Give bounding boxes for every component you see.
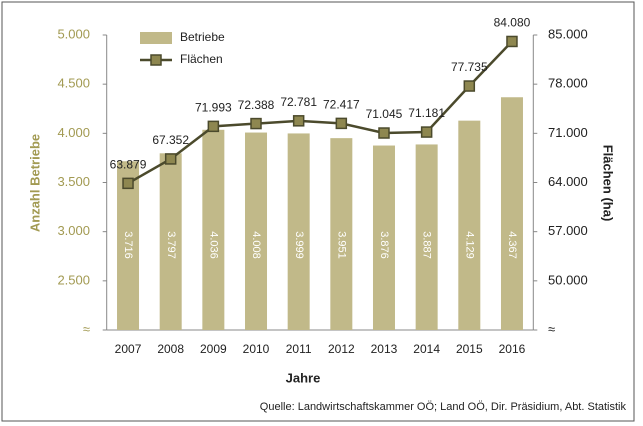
line-label: 71.045 [366, 107, 403, 121]
line-label: 67.352 [152, 133, 189, 147]
bar-label: 3.999 [293, 231, 305, 259]
y2-tick-label: 64.000 [548, 174, 588, 189]
line-label: 72.388 [238, 98, 275, 112]
x-tick-label: 2015 [456, 342, 483, 356]
bar-label: 4.129 [463, 231, 475, 259]
legend-label: Betriebe [180, 30, 225, 44]
y-axis-title: Anzahl Betriebe [27, 134, 42, 232]
bar [245, 132, 268, 330]
bar-label: 3.876 [378, 231, 390, 259]
marker [420, 126, 433, 138]
bar-label: 3.797 [165, 231, 177, 259]
y2-tick-label: 57.000 [548, 223, 588, 238]
marker [463, 80, 476, 92]
bar-label: 3.716 [122, 231, 134, 259]
x-tick-label: 2012 [328, 342, 355, 356]
y2-axis-title: Flächen (ha) [601, 145, 616, 222]
marker [292, 115, 305, 127]
y-tick-label: 3.500 [57, 174, 90, 189]
line-label: 72.417 [323, 98, 360, 112]
y2-tick-label: 71.000 [548, 125, 588, 140]
bar-label: 3.887 [421, 231, 433, 259]
x-tick-label: 2016 [499, 342, 526, 356]
bar-label: 4.367 [506, 231, 518, 259]
marker [207, 120, 220, 133]
y2-tick-label: 85.000 [548, 26, 588, 41]
marker [122, 177, 134, 190]
line-label: 72.781 [280, 95, 317, 109]
bar-label: 3.951 [335, 231, 347, 259]
source: Quelle: Landwirtschaftskammer OÖ; Land O… [260, 401, 627, 413]
bar [458, 120, 481, 330]
legend-marker [150, 54, 162, 66]
bar [287, 133, 310, 330]
x-tick-label: 2013 [371, 342, 398, 356]
marker [250, 117, 262, 130]
x-axis-title: Jahre [286, 370, 321, 385]
line-label: 63.879 [110, 158, 147, 172]
bar [372, 145, 395, 330]
marker [378, 127, 390, 139]
y2-tick-label: 50.000 [548, 272, 588, 287]
legend-label: Flächen [180, 52, 223, 66]
y-tick-label: 3.000 [57, 223, 90, 238]
line-label: 71.181 [408, 106, 445, 120]
y-tick-label: ≈ [83, 321, 90, 336]
bar [330, 138, 353, 330]
y-tick-label: 2.500 [57, 272, 90, 287]
bar [117, 161, 140, 330]
marker [506, 35, 518, 48]
y-tick-label: 5.000 [57, 26, 90, 41]
line-label: 71.993 [195, 101, 232, 115]
bar [202, 129, 225, 330]
line-label: 77.735 [451, 60, 488, 74]
x-tick-label: 2014 [413, 342, 440, 356]
x-tick-label: 2007 [115, 342, 142, 356]
line-label: 84.080 [494, 16, 531, 30]
marker [164, 153, 177, 165]
x-tick-label: 2009 [200, 342, 227, 356]
y2-tick-label: 78.000 [548, 76, 588, 91]
bar [415, 144, 438, 330]
legend-swatch [140, 32, 172, 44]
bar-label: 4.008 [250, 231, 262, 259]
x-tick-label: 2011 [286, 342, 312, 356]
x-tick-label: 2010 [243, 342, 270, 356]
y2-tick-label: ≈ [548, 321, 555, 336]
x-tick-label: 2008 [157, 342, 184, 356]
bar [500, 97, 523, 331]
y-tick-label: 4.500 [57, 76, 90, 91]
bar [159, 153, 182, 330]
y-tick-label: 4.000 [57, 125, 90, 140]
marker [335, 117, 348, 130]
line [127, 40, 513, 185]
bar-label: 4.036 [207, 231, 219, 259]
frame [1, 1, 635, 422]
